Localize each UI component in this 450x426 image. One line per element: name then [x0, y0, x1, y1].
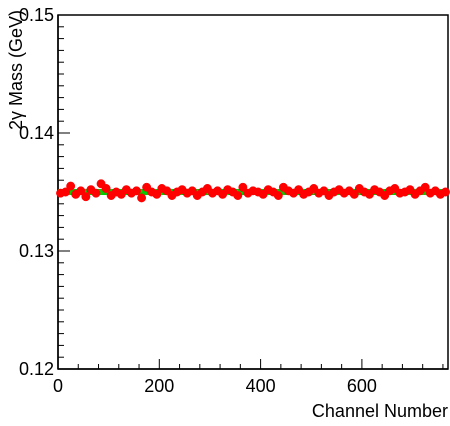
x-tick-label-0: 0 — [53, 376, 63, 396]
x-tick-label-2: 400 — [246, 376, 276, 396]
data-point-0-16 — [137, 194, 145, 202]
data-point-0-9 — [102, 184, 110, 192]
data-point-0-7 — [92, 189, 100, 197]
y-tick-label-1: 0.13 — [19, 241, 54, 261]
data-point-0-15 — [132, 187, 140, 195]
x-tick-label-1: 200 — [144, 376, 174, 396]
data-point-0-43 — [274, 191, 282, 199]
y-axis-title: 2γ Mass (GeV) — [6, 10, 26, 130]
data-point-0-76 — [441, 188, 449, 196]
x-axis-title: Channel Number — [312, 401, 448, 421]
x-tick-label-3: 600 — [347, 376, 377, 396]
data-point-0-5 — [82, 193, 90, 201]
data-point-0-2 — [66, 182, 74, 190]
y-tick-label-0: 0.12 — [19, 359, 54, 379]
data-point-0-35 — [234, 191, 242, 199]
